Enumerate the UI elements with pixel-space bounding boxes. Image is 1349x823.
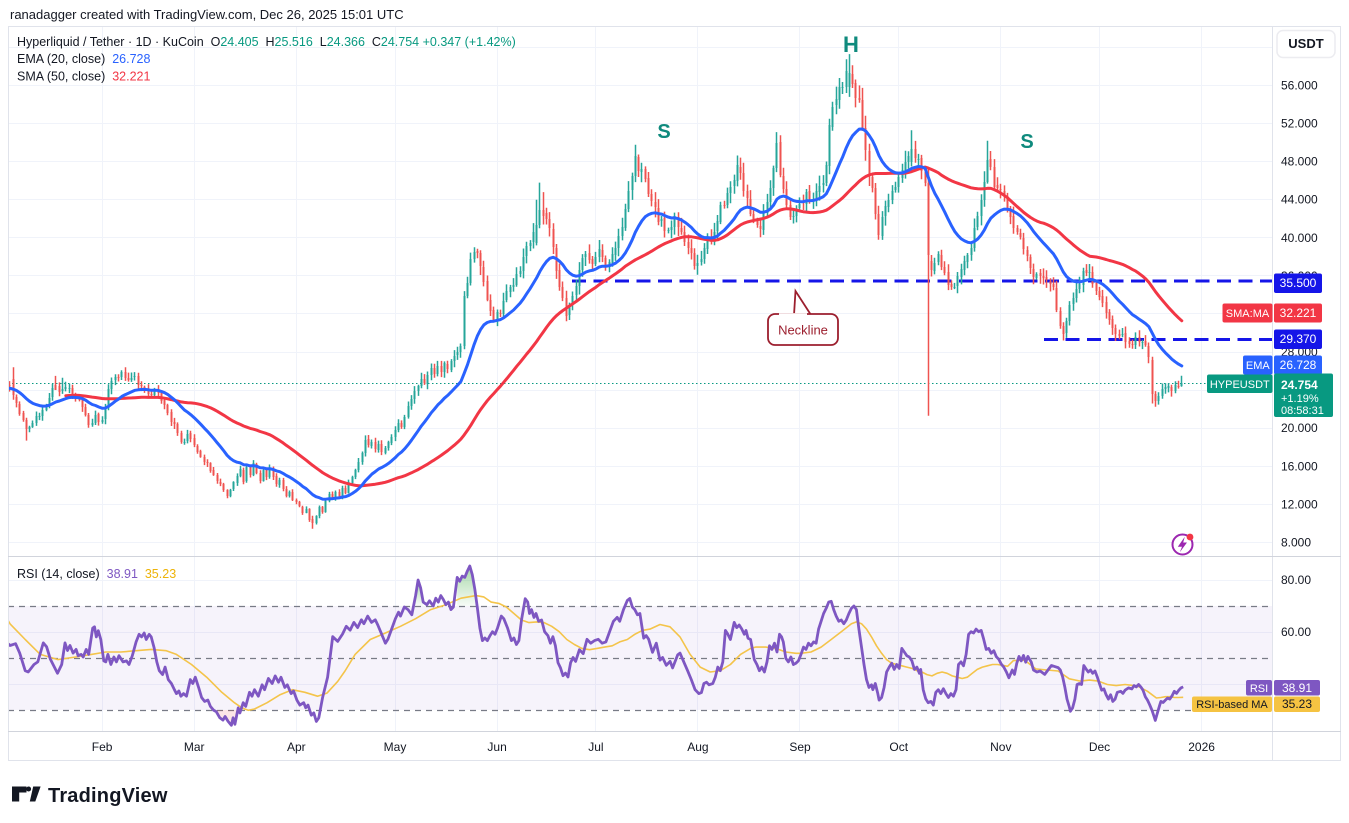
svg-text:35.23: 35.23 (1282, 697, 1312, 711)
svg-text:RSI-based MA: RSI-based MA (1196, 699, 1268, 711)
svg-text:16.000: 16.000 (1281, 459, 1318, 473)
svg-text:Apr: Apr (287, 740, 306, 754)
svg-text:8.000: 8.000 (1281, 536, 1311, 550)
svg-text:HYPEUSDT: HYPEUSDT (1210, 379, 1270, 391)
svg-text:TradingView: TradingView (48, 785, 168, 807)
svg-text:32.221: 32.221 (1280, 306, 1317, 320)
svg-text:26.728: 26.728 (1280, 358, 1317, 372)
svg-text:RSI: RSI (1250, 683, 1268, 695)
svg-text:12.000: 12.000 (1281, 497, 1318, 511)
svg-text:56.000: 56.000 (1281, 79, 1318, 93)
svg-text:35.500: 35.500 (1280, 276, 1317, 290)
svg-text:29.370: 29.370 (1280, 332, 1317, 346)
svg-text:80.00: 80.00 (1281, 573, 1311, 587)
svg-text:Neckline: Neckline (778, 323, 828, 338)
svg-text:Jun: Jun (487, 740, 506, 754)
svg-text:60.00: 60.00 (1281, 625, 1311, 639)
svg-text:Oct: Oct (889, 740, 908, 754)
svg-text:Sep: Sep (789, 740, 811, 754)
svg-text:Aug: Aug (687, 740, 708, 754)
svg-text:38.91: 38.91 (1282, 681, 1312, 695)
svg-text:24.754: 24.754 (1281, 378, 1318, 392)
svg-text:USDT: USDT (1288, 36, 1323, 51)
svg-text:EMA (20, close) 26.728: EMA (20, close) 26.728 (17, 52, 150, 66)
svg-text:S: S (657, 121, 670, 143)
svg-text:44.000: 44.000 (1281, 193, 1318, 207)
svg-text:52.000: 52.000 (1281, 117, 1318, 131)
svg-text:RSI (14, close) 38.91 35.23: RSI (14, close) 38.91 35.23 (17, 567, 176, 581)
svg-text:May: May (384, 740, 407, 754)
svg-text:SMA:MA: SMA:MA (1226, 308, 1270, 320)
svg-text:40.000: 40.000 (1281, 231, 1318, 245)
svg-text:SMA (50, close) 32.221: SMA (50, close) 32.221 (17, 70, 150, 84)
svg-text:Nov: Nov (990, 740, 1011, 754)
svg-text:48.000: 48.000 (1281, 155, 1318, 169)
svg-text:Dec: Dec (1089, 740, 1110, 754)
svg-text:2026: 2026 (1188, 740, 1215, 754)
svg-text:08:58:31: 08:58:31 (1281, 405, 1324, 417)
svg-text:S: S (1020, 131, 1033, 153)
svg-text:EMA: EMA (1246, 360, 1271, 372)
svg-text:ranadagger created with Tradin: ranadagger created with TradingView.com,… (10, 7, 404, 22)
svg-text:H: H (843, 32, 859, 57)
svg-text:Feb: Feb (92, 740, 113, 754)
svg-text:Jul: Jul (588, 740, 603, 754)
svg-text:Hyperliquid / Tether · 1D · Ku: Hyperliquid / Tether · 1D · KuCoin O24.4… (17, 35, 516, 49)
svg-text:+1.19%: +1.19% (1281, 393, 1319, 405)
svg-text:20.000: 20.000 (1281, 421, 1318, 435)
svg-text:Mar: Mar (184, 740, 205, 754)
